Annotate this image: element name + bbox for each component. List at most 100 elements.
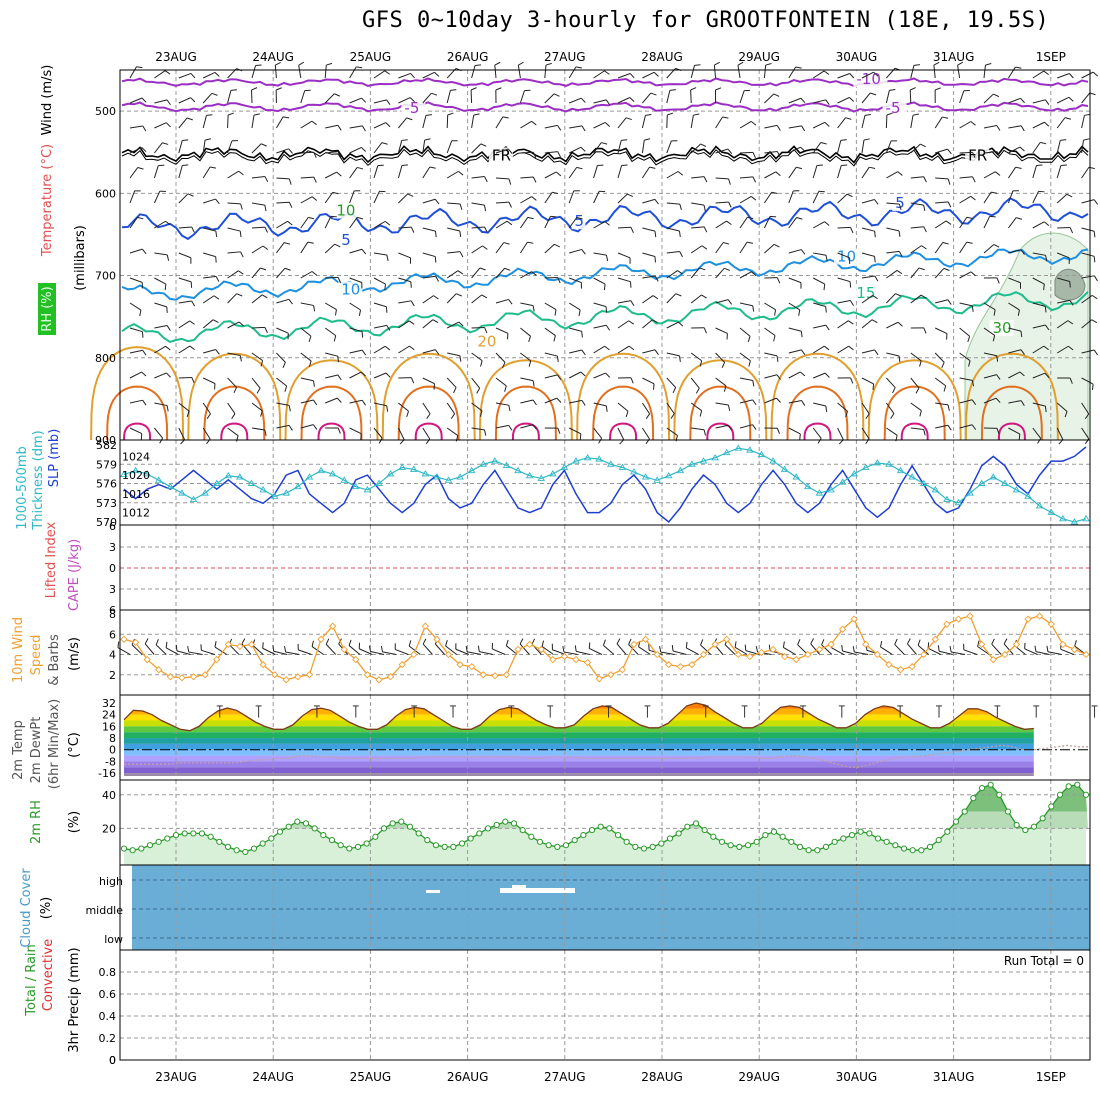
thickness-marker: [467, 466, 476, 474]
upper-wind-barb: [422, 275, 436, 279]
date-label-bottom: 1SEP: [1036, 1070, 1066, 1084]
upper-wind-barb: [300, 377, 314, 382]
upper-wind-barb-flag: [993, 93, 1000, 98]
upper-wind-barb-flag: [971, 399, 977, 405]
upper-wind-barb: [446, 293, 457, 304]
upper-wind-barb: [324, 171, 338, 179]
upper-wind-barb-flag: [139, 309, 142, 317]
upper-wind-barb-flag: [298, 61, 305, 66]
upper-wind-barb-flag: [504, 385, 507, 392]
upper-wind-barb: [959, 271, 972, 279]
upper-wind-barb-flag: [849, 281, 852, 288]
upper-wind-barb-flag: [236, 435, 239, 442]
upper-wind-barb-flag: [581, 249, 586, 255]
slp-label: SLP (mb): [47, 429, 62, 488]
upper-wind-barb: [1056, 117, 1066, 129]
upper-wind-barb: [642, 227, 656, 232]
upper-wind-barb: [568, 427, 582, 435]
cloud-label: Cloud Cover: [19, 868, 34, 948]
upper-wind-barb: [983, 302, 996, 311]
upper-wind-barb: [1008, 327, 1022, 332]
contour-label: 5: [341, 231, 351, 249]
wind10-barb-flag: [445, 640, 448, 647]
upper-wind-barb: [569, 125, 583, 129]
upper-wind-barb-flag: [556, 397, 562, 403]
upper-wind-barb-flag: [479, 410, 483, 417]
rh-2m-marker: [796, 843, 804, 850]
upper-wind-barb-flag: [556, 355, 559, 363]
upper-wind-barb: [666, 90, 671, 104]
upper-wind-barb-flag: [750, 120, 757, 126]
upper-wind-barb: [886, 377, 896, 388]
upper-wind-barb: [520, 377, 534, 382]
upper-wind-barb: [788, 190, 794, 204]
upper-wind-barb-flag: [923, 226, 927, 233]
upper-wind-barb: [349, 217, 358, 229]
upper-wind-barb: [447, 352, 461, 357]
upper-wind-barb: [300, 90, 306, 104]
rh-2m-marker: [441, 843, 448, 850]
upper-wind-barb-flag: [923, 327, 927, 334]
wind10-barb-flag: [616, 638, 621, 645]
thickness-marker: [514, 466, 522, 474]
upper-wind-barb: [812, 70, 825, 79]
upper-wind-barb-flag: [528, 360, 532, 367]
upper-wind-barb: [690, 352, 702, 362]
upper-wind-barb: [885, 402, 895, 414]
wind10-barb: [155, 644, 167, 655]
dewpoint-line: [124, 744, 1090, 768]
thickness-marker: [1059, 514, 1067, 522]
wind10-marker: [514, 645, 522, 654]
upper-wind-barb-flag: [1091, 294, 1098, 300]
upper-wind-barb: [544, 327, 556, 336]
upper-wind-barb-flag: [137, 167, 144, 170]
upper-wind-barb-flag: [1044, 406, 1047, 413]
upper-wind-barb-flag: [850, 377, 854, 384]
upper-wind-barb-flag: [703, 327, 707, 334]
rh-2m-marker: [1065, 783, 1072, 790]
upper-wind-barb-flag: [1018, 434, 1021, 441]
wind10-barb: [144, 643, 155, 655]
wind10-barb: [1060, 648, 1074, 655]
upper-wind-barb-flag: [923, 204, 926, 212]
upper-wind-barb: [349, 277, 362, 283]
upper-wind-barb: [227, 251, 241, 254]
wind10-barb: [165, 647, 179, 655]
upper-wind-barb-flag: [409, 97, 415, 103]
upper-wind-barb-flag: [532, 176, 537, 183]
upper-wind-barb: [861, 252, 875, 257]
wind10-barb: [907, 643, 917, 655]
wind10-barb: [927, 647, 941, 655]
upper-wind-barb: [520, 424, 534, 429]
thickness-marker: [456, 473, 464, 480]
upper-wind-barb: [1008, 146, 1021, 154]
upper-wind-barb-flag: [1084, 113, 1091, 116]
tick-label: 2: [109, 669, 116, 682]
contour-30: [414, 422, 443, 441]
upper-wind-barb: [349, 125, 363, 129]
upper-wind-barb-flag: [482, 245, 488, 250]
contour-minus5: [121, 101, 1089, 113]
upper-wind-barb: [617, 226, 632, 229]
tick-label: 40: [102, 789, 116, 802]
contour-25: [592, 385, 655, 441]
thickness-marker: [386, 470, 395, 477]
upper-wind-barb: [813, 252, 827, 256]
upper-wind-barb: [788, 249, 802, 254]
upper-wind-barb: [617, 193, 628, 204]
upper-wind-barb-flag: [554, 309, 557, 316]
upper-wind-barb: [861, 227, 875, 232]
wind10-barb-flag: [782, 641, 785, 648]
minmax-label: (6hr Min/Max): [47, 699, 62, 789]
wind10-marker: [363, 671, 372, 679]
temp-band: [124, 732, 1034, 739]
upper-wind-barb-flag: [773, 335, 776, 342]
upper-wind-barb: [1032, 324, 1046, 329]
tick-label: 0: [109, 562, 116, 575]
upper-wind-barb: [666, 227, 680, 232]
upper-wind-barb-flag: [191, 226, 195, 233]
upper-wind-barb-flag: [849, 73, 855, 79]
wind10-marker: [896, 666, 905, 674]
upper-wind-barb-flag: [1091, 383, 1094, 391]
upper-wind-barb-flag: [240, 251, 244, 258]
